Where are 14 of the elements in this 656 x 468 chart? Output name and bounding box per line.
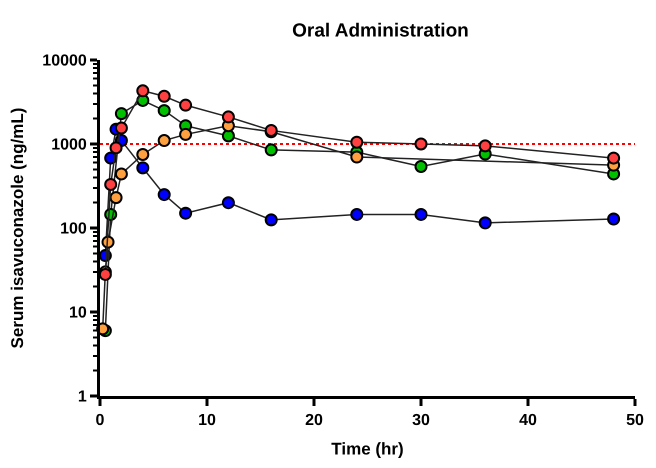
y-tick-label: 1	[78, 388, 87, 406]
y-axis-title: Serum isavuconazole (ng/mL)	[8, 108, 27, 348]
x-tick-label: 50	[626, 412, 644, 430]
y-tick-label: 10000	[42, 52, 87, 70]
x-tick-label: 40	[519, 412, 537, 430]
x-tick-label: 30	[412, 412, 430, 430]
chart-title: Oral Administration	[292, 20, 469, 42]
x-tick-label: 20	[305, 412, 323, 430]
x-tick-label: 10	[198, 412, 216, 430]
y-tick-label: 1000	[51, 136, 87, 154]
y-tick-label: 100	[60, 220, 87, 238]
x-axis-title: Time (hr)	[331, 440, 404, 459]
y-tick-label: 10	[69, 304, 87, 322]
x-tick-label: 0	[96, 412, 105, 430]
